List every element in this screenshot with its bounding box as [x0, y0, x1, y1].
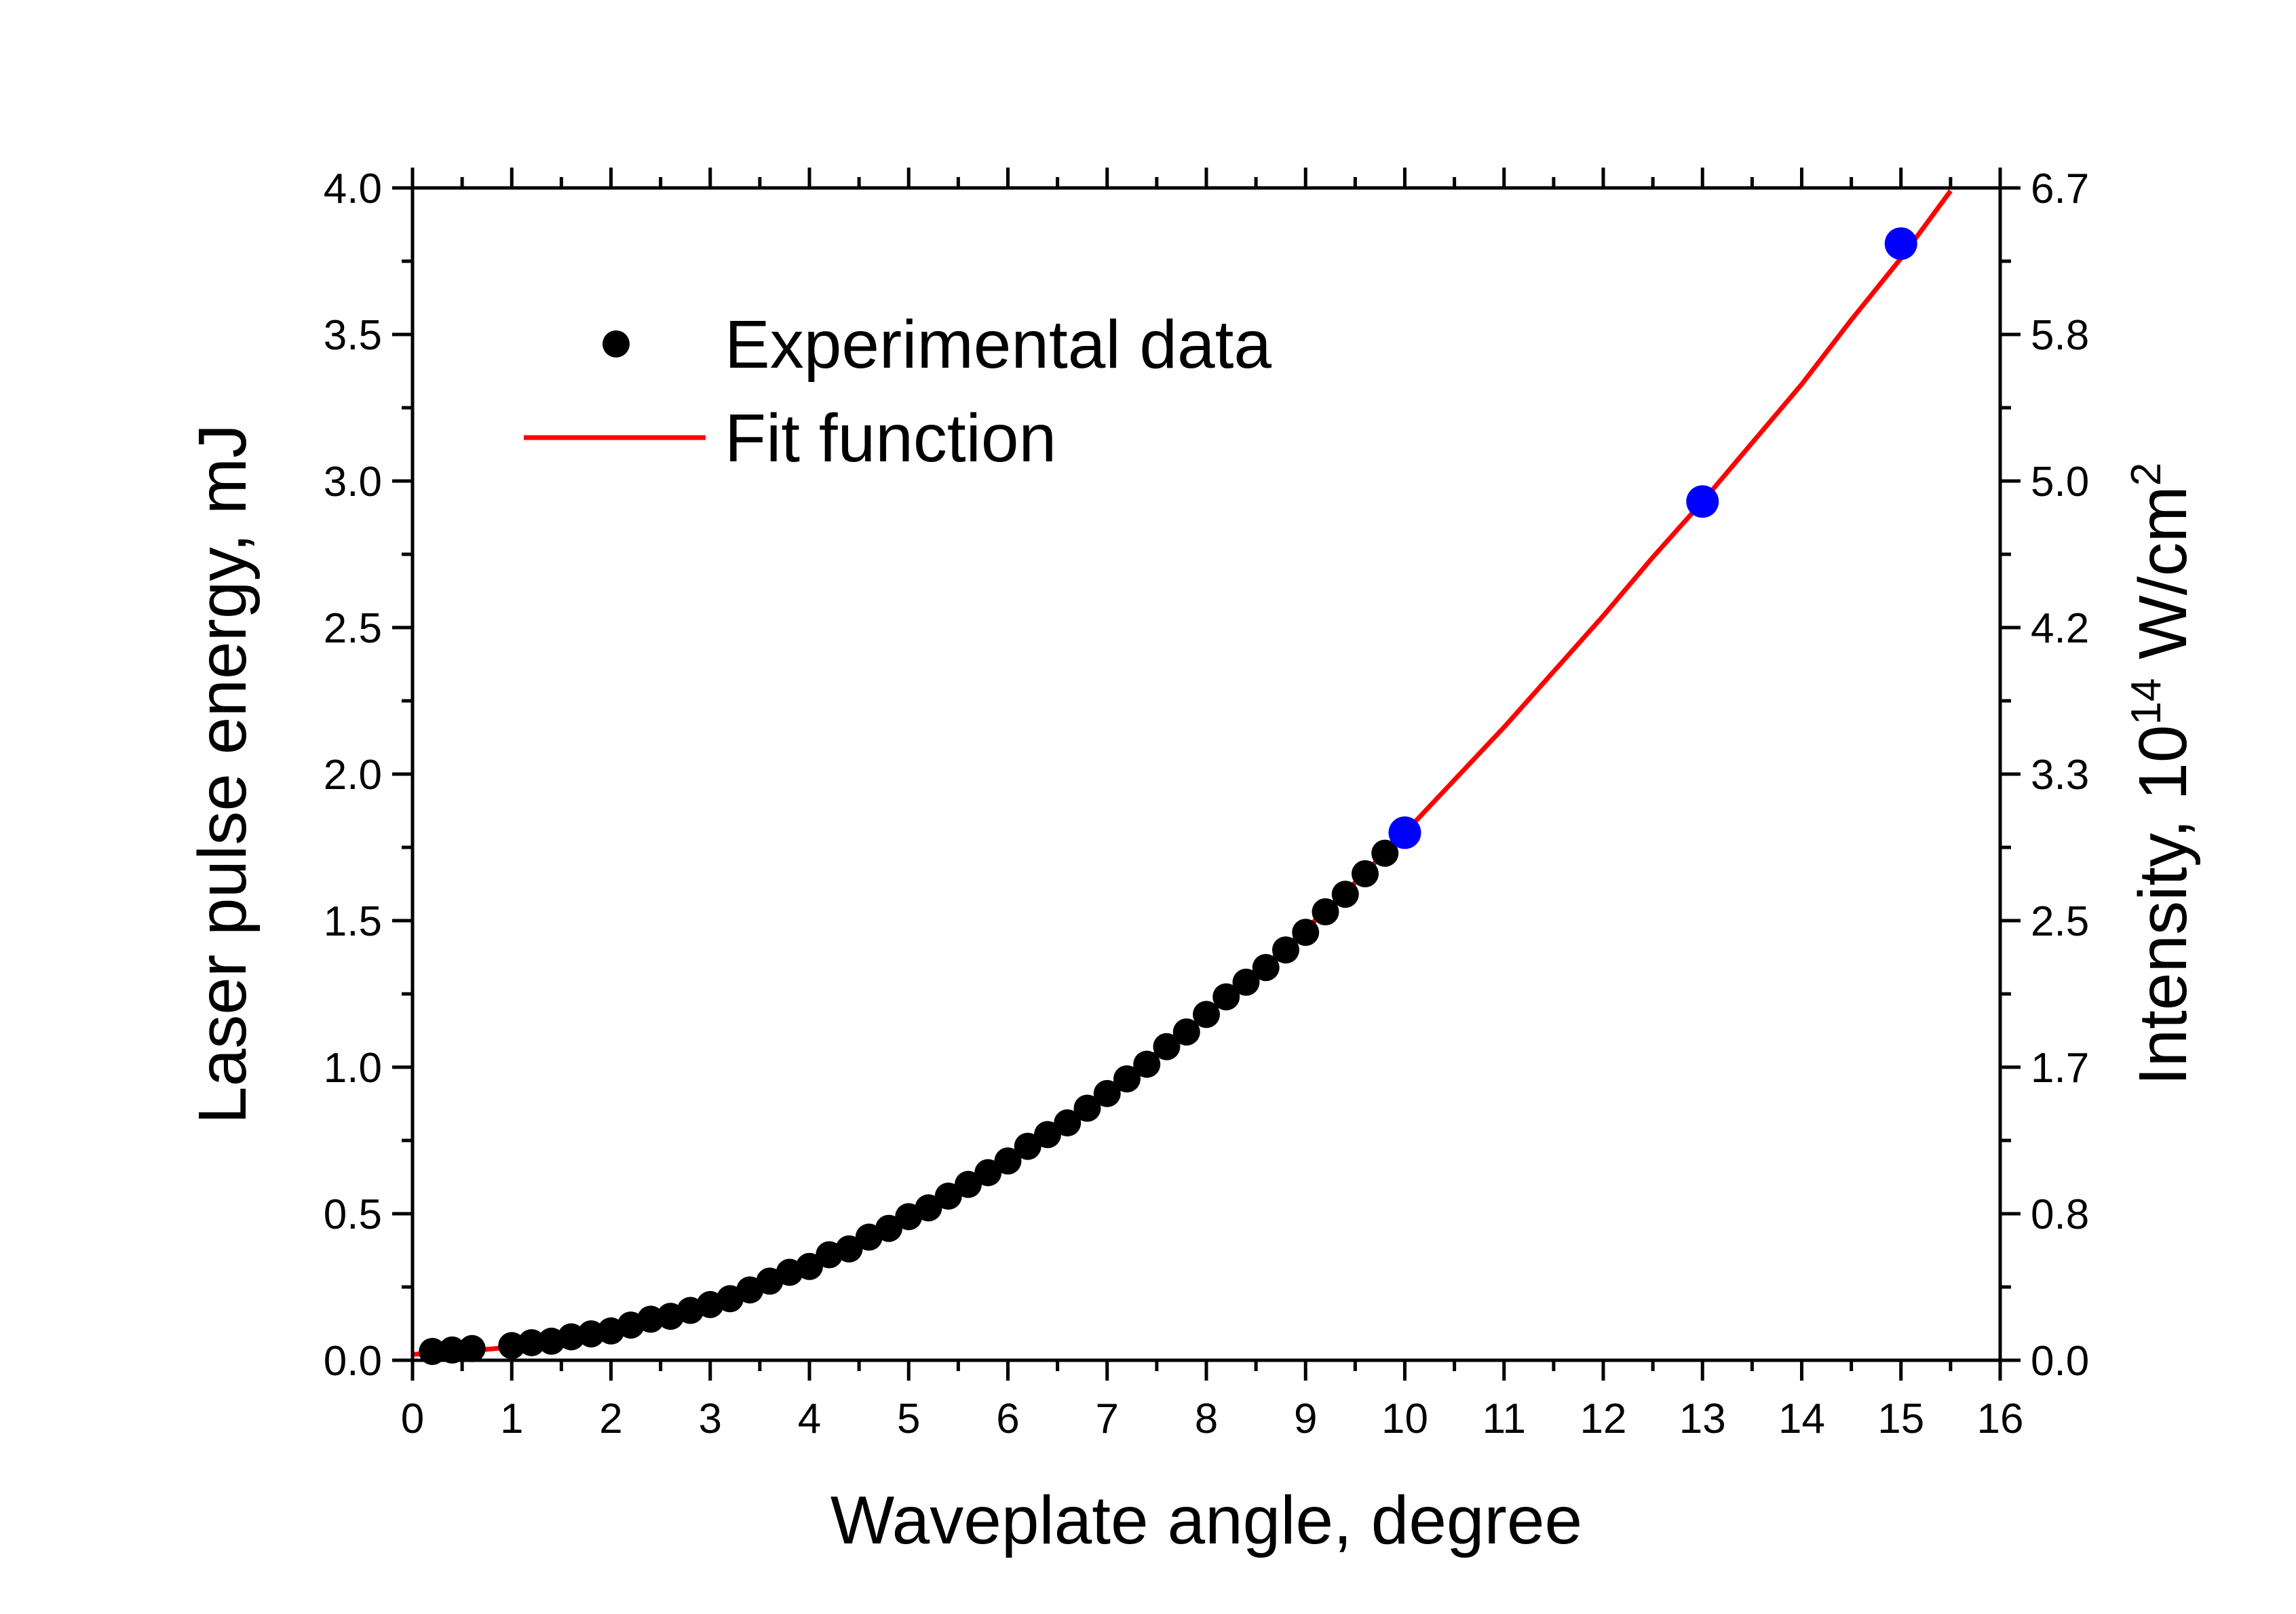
experimental-point [1034, 1121, 1061, 1149]
experimental-point [1153, 1033, 1181, 1060]
y-tick-label: 0.5 [324, 1191, 382, 1238]
y-tick-label: 2.5 [324, 605, 382, 652]
y-tick-label: 1.5 [324, 898, 382, 945]
x-tick-label: 3 [699, 1396, 722, 1442]
experimental-point [1312, 898, 1339, 926]
experimental-point [1252, 954, 1280, 982]
experimental-point [1371, 839, 1399, 867]
experimental-point [1073, 1094, 1101, 1122]
x-tick-label: 13 [1679, 1396, 1726, 1442]
legend-label-fit: Fit function [725, 400, 1056, 476]
experimental-point [796, 1252, 823, 1280]
y2-tick-label: 5.0 [2031, 459, 2089, 505]
y-tick-label: 2.0 [324, 752, 382, 799]
y-tick-label: 3.5 [324, 312, 382, 359]
experimental-point [1272, 936, 1299, 964]
y2-title-unit: W/cm [2125, 486, 2201, 678]
x-tick-label: 7 [1096, 1396, 1119, 1442]
y2-axis-title: Intensity, 1014 W/cm2 [2123, 463, 2201, 1086]
y-tick-label: 1.0 [324, 1045, 382, 1092]
experimental-point [518, 1329, 546, 1357]
y2-tick-label: 2.5 [2031, 898, 2089, 945]
x-tick-label: 6 [996, 1396, 1019, 1442]
x-tick-label: 1 [500, 1396, 523, 1442]
experimental-point [637, 1305, 664, 1333]
x-axis-ticks: 0 1 2 3 4 5 6 7 8 9 10 11 12 13 14 15 16 [401, 168, 2024, 1442]
x-tick-label: 12 [1580, 1396, 1627, 1442]
experimental-point [955, 1170, 982, 1198]
legend: Experimental data Fit function [524, 307, 1271, 476]
y2-title-unit-exponent: 2 [2123, 463, 2170, 486]
experimental-point [1232, 968, 1260, 996]
highlighted-point [1388, 816, 1421, 849]
y-axis-title: Laser pulse energy, mJ [185, 424, 261, 1124]
y-axis-ticks: 0.0 0.5 1.0 1.5 2.0 2.5 3.0 3.5 4.0 [324, 166, 413, 1385]
y2-tick-label: 5.8 [2031, 312, 2089, 359]
x-tick-label: 2 [599, 1396, 622, 1442]
experimental-point [498, 1332, 526, 1360]
y-tick-label: 4.0 [324, 166, 382, 212]
x-tick-label: 14 [1778, 1396, 1825, 1442]
experimental-point [1172, 1018, 1200, 1046]
experimental-point [558, 1323, 585, 1351]
x-axis-title: Waveplate angle, degree [830, 1482, 1582, 1558]
highlighted-points-group [1388, 227, 1917, 849]
experimental-point [419, 1338, 446, 1366]
y2-tick-label: 1.7 [2031, 1045, 2089, 1092]
x-tick-label: 0 [401, 1396, 424, 1442]
experimental-point [1193, 1001, 1220, 1029]
x-tick-label: 16 [1977, 1396, 2024, 1442]
y2-title-exponent: 14 [2123, 678, 2170, 725]
y2-tick-label: 3.3 [2031, 752, 2089, 799]
highlighted-point [1686, 485, 1719, 518]
experimental-point [1352, 860, 1379, 887]
y2-tick-label: 6.7 [2031, 166, 2089, 212]
experimental-point [974, 1159, 1002, 1187]
y-tick-label: 0.0 [324, 1338, 382, 1385]
highlighted-point [1884, 227, 1917, 261]
x-tick-label: 4 [798, 1396, 821, 1442]
legend-label-experimental: Experimental data [725, 307, 1271, 383]
y2-axis-ticks: 0.0 0.8 1.7 2.5 3.3 4.2 5.0 5.8 6.7 [2000, 166, 2089, 1385]
experimental-point [1292, 919, 1320, 946]
experimental-point [1093, 1079, 1121, 1107]
x-tick-label: 8 [1195, 1396, 1218, 1442]
x-tick-label: 9 [1294, 1396, 1317, 1442]
experimental-point [1212, 983, 1240, 1011]
experimental-point [934, 1183, 962, 1210]
experimental-point [1331, 881, 1359, 908]
experimental-point [577, 1320, 605, 1348]
experimental-points-group [419, 839, 1399, 1366]
x-tick-label: 5 [897, 1396, 920, 1442]
experimental-point [1113, 1065, 1141, 1093]
experimental-point [1054, 1109, 1082, 1137]
experimental-point [1133, 1050, 1161, 1078]
experimental-point [835, 1235, 863, 1263]
x-tick-label: 11 [1482, 1396, 1526, 1442]
y2-tick-label: 0.8 [2031, 1191, 2089, 1238]
experimental-point [438, 1336, 466, 1364]
experimental-point [915, 1194, 942, 1222]
x-tick-label: 15 [1877, 1396, 1924, 1442]
experimental-point [1014, 1132, 1041, 1160]
experimental-point [458, 1334, 486, 1362]
y2-tick-label: 0.0 [2031, 1338, 2089, 1385]
legend-marker-experimental [602, 330, 630, 358]
y2-title-prefix: Intensity, 10 [2125, 725, 2201, 1085]
experimental-point [994, 1147, 1022, 1175]
experimental-point [875, 1214, 902, 1242]
y2-tick-label: 4.2 [2031, 605, 2089, 652]
y-tick-label: 3.0 [324, 459, 382, 505]
x-tick-label: 10 [1381, 1396, 1428, 1442]
